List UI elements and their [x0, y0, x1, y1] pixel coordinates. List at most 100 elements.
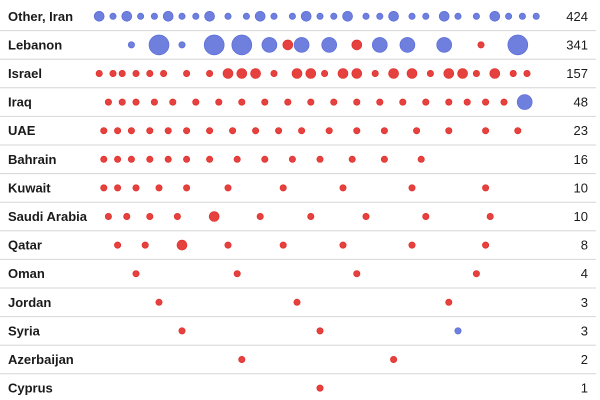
data-point	[178, 12, 186, 20]
country-label: Jordan	[8, 295, 51, 310]
data-point	[477, 41, 485, 49]
data-point	[388, 10, 399, 22]
data-point	[215, 98, 223, 106]
data-point	[206, 70, 214, 78]
data-point	[316, 327, 324, 335]
data-point	[518, 12, 526, 20]
data-point	[288, 12, 296, 20]
data-point	[509, 70, 517, 78]
data-point	[351, 68, 363, 79]
data-point	[457, 68, 468, 79]
data-point	[261, 37, 278, 53]
data-point	[192, 98, 200, 106]
data-point	[224, 241, 232, 249]
data-point	[321, 37, 338, 53]
country-label: Lebanon	[8, 37, 62, 52]
data-point	[339, 241, 347, 249]
data-point	[445, 298, 453, 306]
data-point	[109, 70, 117, 78]
data-point	[93, 10, 105, 22]
data-point	[422, 213, 430, 221]
data-point	[443, 68, 455, 79]
count-label: 3	[581, 323, 588, 338]
count-label: 23	[574, 123, 588, 138]
data-point	[390, 355, 398, 363]
data-point	[406, 68, 418, 79]
data-point	[330, 98, 338, 106]
data-point	[95, 70, 103, 78]
data-point	[279, 241, 287, 249]
data-point	[121, 10, 133, 22]
data-point	[422, 98, 430, 106]
data-point	[362, 12, 370, 20]
data-point	[100, 127, 108, 135]
data-point	[231, 34, 253, 56]
data-point	[127, 127, 135, 135]
data-point	[127, 41, 135, 49]
data-point	[123, 213, 131, 221]
data-point	[454, 12, 462, 20]
data-point	[445, 127, 453, 135]
data-point	[316, 384, 324, 392]
data-point	[371, 37, 388, 53]
data-point	[242, 12, 250, 20]
data-point	[261, 155, 269, 163]
data-point	[229, 127, 237, 135]
count-label: 8	[581, 238, 588, 253]
data-point	[160, 70, 168, 78]
data-point	[100, 155, 108, 163]
data-point	[164, 155, 172, 163]
data-point	[173, 213, 181, 221]
data-point	[339, 184, 347, 192]
country-label: Syria	[8, 323, 41, 338]
data-point	[104, 98, 112, 106]
data-point	[353, 127, 361, 135]
country-label: Other, Iran	[8, 9, 73, 24]
data-point	[351, 39, 363, 51]
data-point	[371, 70, 379, 78]
data-point	[445, 98, 453, 106]
data-point	[141, 241, 149, 249]
data-point	[284, 98, 292, 106]
data-point	[482, 184, 490, 192]
data-point	[164, 127, 172, 135]
data-point	[206, 127, 214, 135]
count-label: 48	[574, 95, 588, 110]
data-point	[505, 12, 513, 20]
data-point	[408, 12, 416, 20]
count-label: 3	[581, 295, 588, 310]
data-point	[516, 94, 533, 110]
data-point	[132, 98, 140, 106]
data-point	[270, 70, 278, 78]
count-label: 10	[574, 209, 588, 224]
data-point	[169, 98, 177, 106]
data-point	[282, 39, 294, 51]
data-point	[291, 68, 303, 79]
data-point	[307, 213, 315, 221]
data-point	[342, 10, 353, 22]
data-point	[288, 155, 296, 163]
data-point	[233, 270, 241, 278]
data-point	[489, 10, 501, 22]
data-point	[155, 298, 163, 306]
data-point	[132, 184, 140, 192]
data-point	[489, 68, 501, 79]
data-point	[146, 155, 154, 163]
count-label: 424	[566, 9, 588, 24]
data-point	[238, 98, 246, 106]
data-point	[137, 12, 145, 20]
data-point	[146, 213, 154, 221]
data-point	[482, 241, 490, 249]
data-point	[293, 37, 310, 53]
data-point	[353, 270, 361, 278]
data-point	[362, 213, 370, 221]
count-label: 10	[574, 180, 588, 195]
data-point	[104, 213, 112, 221]
data-point	[183, 127, 191, 135]
country-label: Bahrain	[8, 152, 56, 167]
data-point	[118, 70, 126, 78]
data-point	[507, 34, 529, 56]
data-point	[183, 155, 191, 163]
data-point	[500, 98, 508, 106]
